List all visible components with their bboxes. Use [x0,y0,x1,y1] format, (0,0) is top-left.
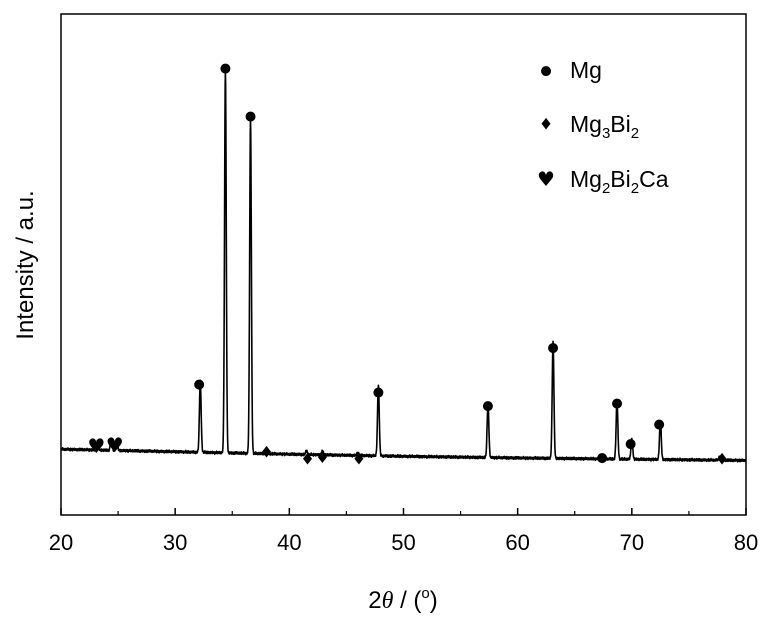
mg-dot-marker: ● [625,437,636,452]
legend-symbol: ♥ [537,167,555,191]
legend-symbol: ♦ [539,115,553,134]
x-axis-title: 2θ / (o) [368,585,438,614]
y-axis-title: Intensity / a.u. [12,190,39,339]
phase-markers: ●●●●●●●●●●♦ ♦ ♦ ♦ ♦♥ ♥ [87,61,729,469]
x-tick-label: 70 [620,530,644,555]
mg-dot-marker: ● [654,417,665,432]
mg3bi2-diamond-marker: ♦ [715,449,729,468]
legend-symbol: ● [540,64,551,79]
plot-frame [60,13,747,516]
mg-dot-marker: ● [220,61,231,76]
mg-dot-marker: ● [373,385,384,400]
mg3bi2-diamond-marker: ♦ [259,443,273,462]
mg-dot-marker: ● [482,398,493,413]
mg2bi2ca-heart-marker: ♥ [106,433,124,457]
mg-dot-marker: ● [611,396,622,411]
axes: 20 30 40 50 60 70 80 2θ / (o) Intensity / a.u. [12,190,758,614]
x-tick-label: 40 [277,530,301,555]
mg-dot-marker: ● [245,109,256,124]
mg-dot-marker: ● [547,340,558,355]
mg3bi2-diamond-marker: ♦ [352,449,366,468]
legend-label: Mg3Bi2 [570,111,639,142]
x-tick-label: 80 [734,530,758,555]
legend: ● Mg ♦ Mg3Bi2 ♥ Mg2Bi2Ca [537,57,669,197]
mg3bi2-diamond-marker: ♦ [315,448,329,467]
x-tick-label: 50 [391,530,415,555]
mg-dot-marker: ● [193,377,204,392]
x-tick-label: 20 [49,530,73,555]
x-tick-label: 60 [505,530,529,555]
legend-label: Mg [570,57,602,83]
mg3bi2-diamond-marker: ♦ [300,449,314,468]
xrd-pattern-line [60,69,747,463]
legend-label: Mg2Bi2Ca [570,166,669,197]
mg-dot-marker: ● [596,450,607,465]
mg2bi2ca-heart-marker: ♥ [87,434,105,458]
x-tick-label: 30 [163,530,187,555]
